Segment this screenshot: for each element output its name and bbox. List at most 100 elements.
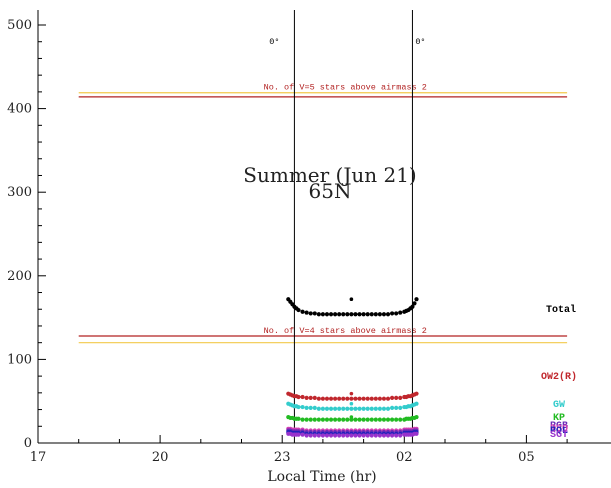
data-point xyxy=(300,394,305,400)
data-point xyxy=(353,396,358,401)
vertical-marker-label: 0° xyxy=(269,37,279,47)
data-point xyxy=(365,312,370,317)
data-point xyxy=(381,406,387,411)
series-label: POL xyxy=(550,426,568,437)
data-point xyxy=(398,417,403,422)
data-point xyxy=(389,395,395,400)
data-point xyxy=(345,433,350,438)
data-point xyxy=(357,417,362,422)
data-point xyxy=(345,406,350,411)
data-point xyxy=(389,311,395,316)
data-point xyxy=(414,414,419,420)
data-point xyxy=(381,433,387,438)
series-label: RGB xyxy=(550,421,568,432)
data-point xyxy=(328,433,334,438)
data-point xyxy=(328,312,334,317)
data-point xyxy=(341,417,346,422)
data-point xyxy=(345,396,350,401)
data-point xyxy=(385,396,391,401)
data-point xyxy=(328,417,334,422)
data-point xyxy=(361,406,366,411)
reference-line-label: No. of V=5 stars above airmass 2 xyxy=(264,83,427,93)
data-point xyxy=(369,406,374,411)
data-point xyxy=(316,396,321,401)
data-point xyxy=(324,433,330,438)
y-tick-label: 0 xyxy=(24,436,32,451)
data-point xyxy=(412,301,417,306)
data-point xyxy=(328,396,334,401)
data-point xyxy=(385,312,391,317)
series-label: Total xyxy=(546,304,576,316)
data-point xyxy=(357,406,362,411)
vertical-markers: 0° 0° xyxy=(269,10,426,443)
data-point xyxy=(361,433,366,438)
series-kp xyxy=(286,414,419,422)
data-point xyxy=(385,417,391,422)
data-point xyxy=(333,417,338,422)
data-point xyxy=(300,432,305,437)
data-point xyxy=(300,404,305,410)
vertical-marker-label: 0° xyxy=(415,37,425,47)
data-point xyxy=(373,406,378,411)
data-point xyxy=(369,433,374,438)
data-point xyxy=(320,433,325,438)
series-ow2-r- xyxy=(286,391,419,401)
data-point xyxy=(365,417,370,422)
data-point xyxy=(304,433,309,438)
series-total xyxy=(286,297,419,317)
data-point xyxy=(389,405,395,410)
data-point xyxy=(365,406,370,411)
data-point xyxy=(414,391,419,396)
data-point xyxy=(333,396,338,401)
data-point xyxy=(308,395,313,400)
data-point xyxy=(394,405,399,410)
data-point xyxy=(316,417,321,422)
reference-line-label: No. of V=4 stars above airmass 2 xyxy=(264,326,427,336)
data-point xyxy=(308,405,313,410)
data-point xyxy=(296,432,301,437)
data-point xyxy=(394,311,399,316)
data-point xyxy=(373,396,378,401)
data-point xyxy=(365,433,370,438)
data-point xyxy=(369,417,374,422)
data-point xyxy=(312,417,317,422)
data-point xyxy=(345,312,350,317)
data-point xyxy=(300,417,305,422)
y-tick-label: 100 xyxy=(7,352,32,367)
data-point xyxy=(304,405,309,410)
x-tick-label: 23 xyxy=(274,450,291,465)
data-point xyxy=(373,433,378,438)
data-point xyxy=(353,406,358,411)
data-point xyxy=(414,297,419,302)
data-point xyxy=(300,309,305,314)
chart-title: Summer (Jun 21) xyxy=(243,163,416,187)
data-point xyxy=(333,312,338,317)
series-label: GW xyxy=(553,400,565,411)
data-point xyxy=(308,433,313,438)
data-point xyxy=(337,417,342,422)
data-point xyxy=(381,396,387,401)
data-point xyxy=(337,433,342,438)
data-point xyxy=(320,406,325,411)
data-point xyxy=(361,396,366,401)
data-point xyxy=(369,396,374,401)
data-point xyxy=(304,395,309,400)
x-tick-label: 20 xyxy=(152,450,169,465)
data-point xyxy=(398,433,403,438)
data-point xyxy=(341,406,346,411)
series-label: SGT xyxy=(550,430,568,441)
data-point xyxy=(320,417,325,422)
data-point xyxy=(333,406,338,411)
x-tick-label: 02 xyxy=(396,450,413,465)
data-point xyxy=(324,417,330,422)
data-point xyxy=(381,312,387,317)
data-point xyxy=(357,312,362,317)
x-tick-label: 05 xyxy=(518,450,535,465)
data-point xyxy=(324,312,330,317)
data-point xyxy=(324,396,330,401)
data-point xyxy=(398,310,403,315)
x-tick-label: 17 xyxy=(30,450,47,465)
data-point xyxy=(333,433,338,438)
data-point xyxy=(353,433,358,438)
